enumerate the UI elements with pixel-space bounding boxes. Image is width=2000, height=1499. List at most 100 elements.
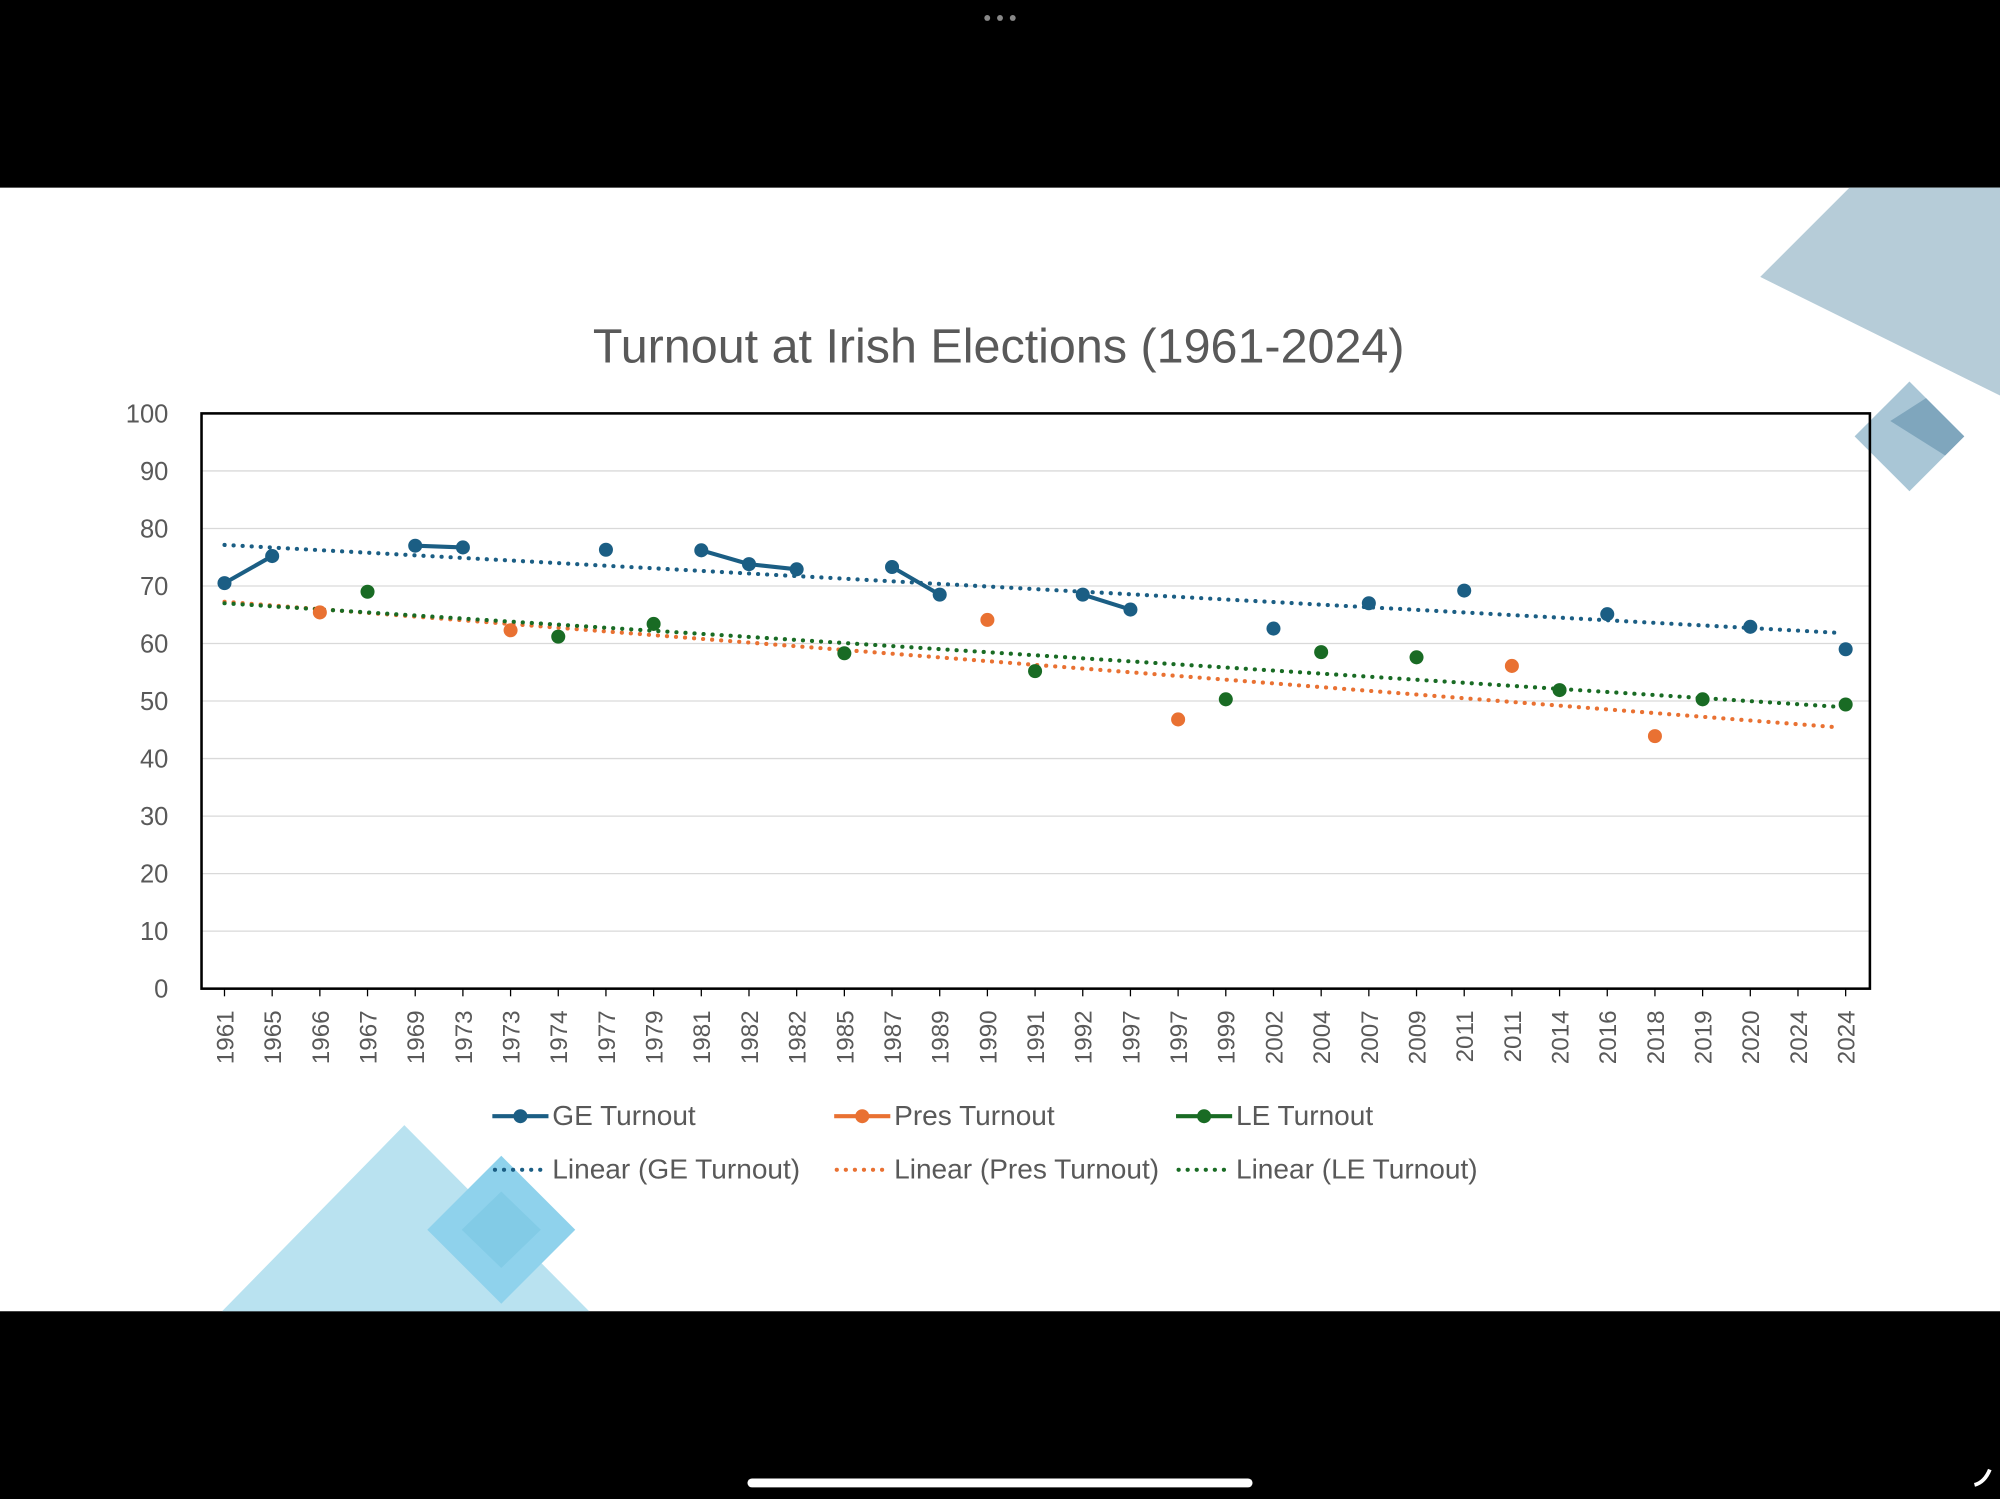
legend-label: Pres Turnout: [894, 1100, 1055, 1131]
x-tick-label: 1979: [642, 1010, 669, 1064]
x-tick-label: 1987: [880, 1010, 907, 1064]
data-point: [551, 629, 566, 644]
data-point: [265, 549, 280, 564]
data-point: [1552, 683, 1567, 698]
legend: GE Turnout Pres Turnout LE Turnout Linear (…: [492, 1100, 1478, 1185]
data-point: [1647, 729, 1662, 744]
x-tick-label: 1961: [212, 1010, 239, 1064]
data-point: [1218, 692, 1233, 707]
x-tick-label: 2018: [1643, 1010, 1670, 1064]
series-segment: [1082, 592, 1132, 612]
trendline-0: [222, 542, 1843, 635]
y-tick-label: 80: [140, 515, 168, 543]
y-tick-label: 70: [140, 573, 168, 601]
chart-title: Turnout at Irish Elections (1961-2024): [593, 319, 1405, 373]
series-segment: [891, 565, 941, 597]
data-point: [1504, 658, 1519, 673]
y-tick-label: 10: [140, 918, 168, 946]
data-point: [1266, 621, 1281, 636]
more-options-icon[interactable]: [984, 15, 1016, 21]
x-tick-label: 2009: [1404, 1010, 1431, 1064]
legend-item: Linear (Pres Turnout): [834, 1154, 1159, 1185]
x-tick-label: 2011: [1500, 1010, 1527, 1062]
data-point: [1028, 664, 1043, 679]
y-tick-label: 20: [140, 861, 168, 889]
series-segment: [700, 548, 750, 567]
y-tick-label: 60: [140, 630, 168, 658]
bottom-bar: [0, 1311, 2000, 1499]
x-tick-label: 1974: [546, 1010, 573, 1064]
legend-item: Linear (GE Turnout): [492, 1154, 800, 1185]
x-tick-label: 2024: [1834, 1010, 1861, 1064]
home-indicator[interactable]: [747, 1478, 1253, 1488]
x-tick-label: 1973: [499, 1010, 526, 1064]
data-point: [1457, 583, 1472, 598]
data-point: [312, 605, 327, 620]
data-point: [1075, 587, 1090, 602]
data-point: [360, 584, 375, 599]
data-point: [694, 543, 709, 558]
x-tick-label: 2004: [1309, 1010, 1336, 1064]
x-tick-label: 1989: [928, 1010, 955, 1064]
x-tick-label: 1985: [832, 1010, 859, 1064]
data-point: [1743, 619, 1758, 634]
legend-item: Pres Turnout: [834, 1100, 1055, 1131]
slide: [0, 187, 2000, 1312]
x-axis-labels: 1961 1965 1966 1967 1969 1973 1973 1974 1977 1979…: [212, 988, 1861, 1064]
legend-label: Linear (LE Turnout): [1236, 1154, 1478, 1185]
data-point: [646, 616, 661, 631]
y-tick-label: 30: [140, 803, 168, 831]
legend-label: GE Turnout: [552, 1100, 696, 1131]
data-point: [455, 540, 470, 555]
legend-dot-marker: [855, 1109, 870, 1124]
legend-item: Linear (LE Turnout): [1176, 1154, 1478, 1185]
x-tick-label: 1997: [1166, 1010, 1193, 1064]
trendline-1: [222, 599, 1843, 730]
x-tick-label: 2019: [1691, 1010, 1718, 1064]
data-point: [217, 576, 232, 591]
plot-area-border: [200, 412, 1872, 990]
data-point: [741, 557, 757, 572]
y-tick-label: 50: [140, 688, 168, 716]
x-tick-label: 1966: [308, 1010, 335, 1064]
x-tick-label: 1973: [451, 1010, 478, 1064]
data-point: [980, 612, 995, 627]
series-group: [217, 538, 1853, 744]
data-point: [1361, 596, 1376, 611]
x-tick-label: 1981: [689, 1010, 716, 1064]
data-point: [789, 562, 804, 577]
data-point: [885, 559, 900, 575]
x-tick-label: 2024: [1786, 1010, 1813, 1064]
data-point: [408, 538, 423, 553]
legend-label: LE Turnout: [1236, 1100, 1373, 1131]
data-point: [1314, 645, 1329, 660]
data-point: [1171, 712, 1186, 727]
data-point: [1600, 607, 1615, 622]
y-axis-labels: 0 10 20 30 40 50 60 70 80 90 100: [126, 400, 169, 1003]
pencil-corner-icon[interactable]: [1973, 1468, 1992, 1487]
legend-dot-marker: [513, 1109, 528, 1124]
legend-label: Linear (Pres Turnout): [894, 1154, 1159, 1185]
x-tick-label: 2014: [1548, 1010, 1575, 1064]
y-tick-label: 100: [126, 400, 169, 428]
x-tick-label: 2011: [1452, 1010, 1479, 1062]
data-point: [503, 623, 518, 638]
series-segment: [415, 543, 463, 550]
legend-item: LE Turnout: [1176, 1100, 1373, 1131]
x-tick-label: 2016: [1595, 1010, 1622, 1064]
x-tick-label: 1969: [403, 1010, 430, 1064]
y-tick-label: 40: [140, 745, 168, 773]
x-tick-label: 1965: [260, 1010, 287, 1064]
x-tick-label: 2020: [1738, 1010, 1765, 1064]
x-tick-label: 1991: [1023, 1010, 1050, 1064]
data-point: [1695, 692, 1710, 707]
x-tick-label: 1982: [785, 1010, 812, 1064]
decorative-diamonds-bottom-left: [221, 1125, 590, 1312]
series-segment: [748, 562, 797, 572]
data-point: [1409, 650, 1424, 665]
x-tick-label: 1999: [1214, 1010, 1241, 1064]
legend-dot-marker: [1197, 1109, 1212, 1124]
data-point: [598, 542, 613, 557]
x-tick-label: 1982: [737, 1010, 764, 1064]
